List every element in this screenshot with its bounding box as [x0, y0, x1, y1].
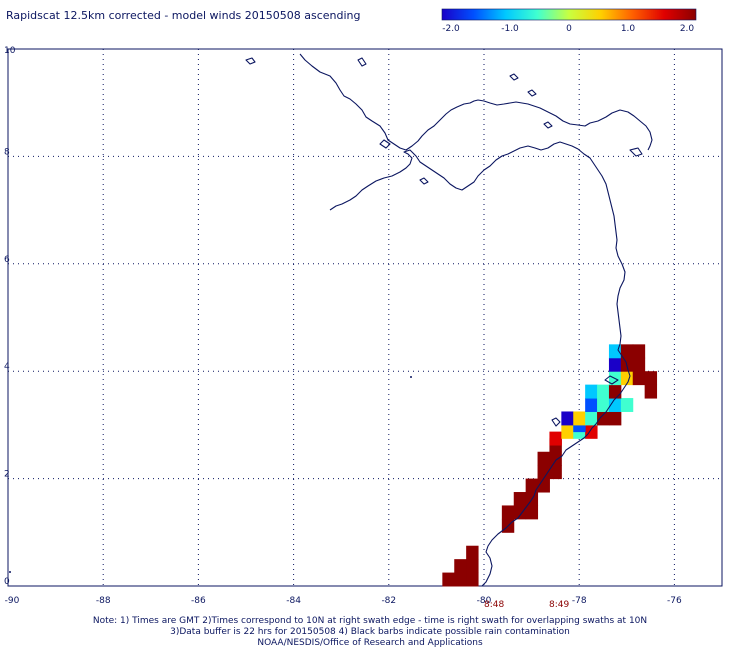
wind-difference-cell — [537, 465, 550, 480]
wind-difference-cell — [466, 559, 479, 574]
x-tick-label: -86 — [191, 596, 206, 606]
wind-difference-cell — [454, 559, 467, 574]
wind-difference-cell — [466, 572, 479, 587]
wind-difference-cell — [632, 357, 646, 372]
colorbar-tick-label: 2.0 — [680, 24, 695, 34]
credit-line: NOAA/NESDIS/Office of Research and Appli… — [257, 638, 483, 648]
y-tick-label: 0 — [4, 577, 10, 587]
y-tick-label: 10 — [4, 46, 16, 56]
wind-difference-cell — [608, 398, 622, 412]
x-tick-label: -84 — [286, 596, 301, 606]
wind-difference-cell — [608, 357, 622, 372]
wind-difference-cells — [442, 344, 658, 587]
wind-difference-cell — [549, 451, 562, 466]
y-tick-label: 4 — [4, 362, 10, 372]
y-tick-label: 6 — [4, 255, 10, 265]
wind-difference-cell — [608, 411, 622, 426]
x-tick-label: -82 — [381, 596, 396, 606]
x-tick-label: -88 — [96, 596, 111, 606]
colorbar-tick-label: -1.0 — [501, 24, 519, 34]
wind-difference-cell — [525, 505, 539, 520]
graticule — [8, 49, 722, 586]
wind-difference-cell — [501, 505, 515, 520]
wind-difference-cell — [644, 384, 658, 399]
map-frame — [7, 48, 723, 587]
wind-difference-cell — [549, 431, 562, 446]
wind-difference-cell — [442, 572, 455, 587]
wind-difference-cell — [585, 424, 598, 439]
wind-difference-cell — [620, 371, 634, 386]
note-line-1: Note: 1) Times are GMT 2)Times correspon… — [92, 616, 648, 626]
wind-difference-cell — [585, 384, 598, 399]
wind-difference-cell — [561, 411, 574, 426]
wind-difference-cell — [513, 505, 527, 520]
wind-difference-cell — [597, 398, 610, 412]
coastline — [245, 53, 653, 587]
colorbar-tick-label: 1.0 — [621, 24, 636, 34]
colorbar-tick-label: -2.0 — [442, 24, 460, 34]
wind-difference-cell — [549, 465, 562, 480]
x-axis-labels: -90 -88 -86 -84 -82 -80 -78 -76 — [5, 596, 682, 606]
x-tick-label: -80 — [477, 596, 492, 606]
swath-time-label: 8:48 — [484, 600, 504, 610]
y-tick-label: 2 — [4, 470, 10, 480]
wind-difference-cell — [632, 371, 646, 386]
y-tick-label: 8 — [4, 147, 10, 157]
wind-difference-cell — [585, 411, 598, 426]
wind-difference-cell — [644, 371, 658, 386]
x-tick-label: -76 — [667, 596, 682, 606]
wind-difference-cell — [513, 492, 527, 506]
plot-title: Rapidscat 12.5km corrected - model winds… — [6, 9, 361, 22]
island-marker — [9, 571, 11, 573]
wind-difference-cell — [537, 451, 550, 466]
x-tick-label: -78 — [572, 596, 587, 606]
x-tick-label: -90 — [5, 596, 20, 606]
wind-difference-cell — [620, 344, 634, 359]
wind-difference-cell — [585, 398, 598, 412]
colorbar: -2.0 -1.0 0 1.0 2.0 — [441, 8, 697, 34]
wind-difference-cell — [454, 572, 467, 587]
note-line-2: 3)Data buffer is 22 hrs for 20150508 4) … — [170, 627, 570, 637]
wind-difference-cell — [466, 545, 479, 560]
y-axis-labels: 0 2 4 6 8 10 — [4, 46, 16, 587]
wind-difference-cell — [597, 411, 610, 426]
wind-difference-cell — [597, 384, 610, 399]
wind-difference-cell — [573, 411, 586, 426]
swath-time-label: 8:49 — [549, 600, 569, 610]
island-marker — [410, 376, 412, 378]
wind-difference-cell — [620, 398, 634, 412]
wind-difference-cell — [525, 478, 539, 493]
wind-difference-cell — [632, 344, 646, 359]
colorbar-gradient — [441, 8, 697, 21]
colorbar-tick-label: 0 — [566, 24, 572, 34]
wind-difference-cell — [561, 424, 574, 439]
wind-difference-cell — [608, 384, 622, 399]
